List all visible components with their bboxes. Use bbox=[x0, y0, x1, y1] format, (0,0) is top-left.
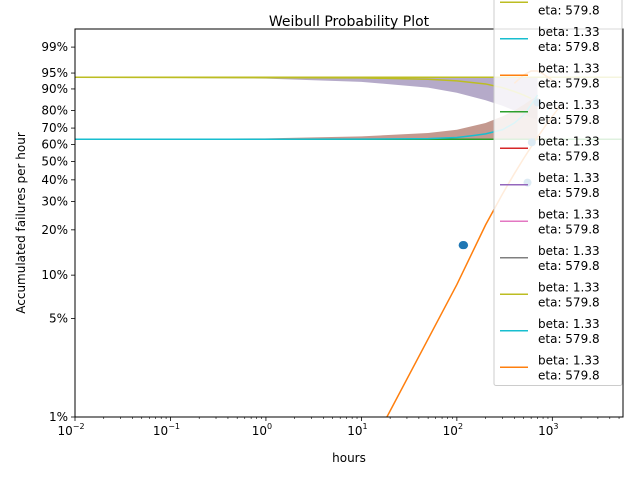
x-axis-label: hours bbox=[332, 451, 366, 465]
y-tick-label: 20% bbox=[41, 223, 68, 237]
y-tick-label: 95% bbox=[41, 66, 68, 80]
y-tick-label: 60% bbox=[41, 138, 68, 152]
y-tick-label: 30% bbox=[41, 195, 68, 209]
y-tick-label: 50% bbox=[41, 154, 68, 168]
legend-label: beta: 1.33 bbox=[538, 244, 600, 258]
axis-ticks: 10−2 10−1 100 101 102 1031%5%10%20%30%40%50%6… bbox=[41, 40, 620, 438]
y-tick-label: 70% bbox=[41, 121, 68, 135]
x-tick-label: 103 bbox=[538, 422, 558, 438]
confidence-band-lower bbox=[75, 96, 538, 140]
y-tick-label: 80% bbox=[41, 104, 68, 118]
legend-label: eta: 579.8 bbox=[538, 368, 600, 382]
x-tick-label: 100 bbox=[252, 422, 272, 438]
legend-label: eta: 579.8 bbox=[538, 332, 600, 346]
legend-label: eta: 579.8 bbox=[538, 295, 600, 309]
legend-label: beta: 1.33 bbox=[538, 0, 600, 2]
data-point bbox=[460, 241, 469, 250]
legend-label: eta: 579.8 bbox=[538, 186, 600, 200]
legend-label: eta: 579.8 bbox=[538, 222, 600, 236]
y-tick-label: 10% bbox=[41, 268, 68, 282]
legend-label: beta: 1.33 bbox=[538, 25, 600, 39]
legend-label: eta: 579.8 bbox=[538, 3, 600, 17]
y-tick-label: 99% bbox=[41, 40, 68, 54]
y-tick-label: 90% bbox=[41, 82, 68, 96]
legend-label: beta: 1.33 bbox=[538, 317, 600, 331]
legend-box bbox=[493, 0, 623, 386]
legend-label: beta: 1.33 bbox=[538, 134, 600, 148]
y-tick-label: 40% bbox=[41, 173, 68, 187]
legend-label: beta: 1.33 bbox=[538, 280, 600, 294]
legend-label: eta: 579.8 bbox=[538, 149, 600, 163]
y-tick-label: 5% bbox=[49, 312, 68, 326]
legend-label: beta: 1.33 bbox=[538, 353, 600, 367]
legend-label: beta: 1.33 bbox=[538, 61, 600, 75]
y-tick-label: 1% bbox=[49, 410, 68, 424]
x-tick-label: 101 bbox=[347, 422, 367, 438]
legend-label: beta: 1.33 bbox=[538, 98, 600, 112]
legend-label: beta: 1.33 bbox=[538, 171, 600, 185]
legend-label: eta: 579.8 bbox=[538, 76, 600, 90]
legend-label: eta: 579.8 bbox=[538, 113, 600, 127]
confidence-band-upper bbox=[75, 77, 538, 120]
legend-label: eta: 579.8 bbox=[538, 40, 600, 54]
legend-label: eta: 579.8 bbox=[538, 259, 600, 273]
axes-frame bbox=[74, 28, 624, 418]
x-tick-label: 102 bbox=[443, 422, 463, 438]
chart-title: Weibull Probability Plot bbox=[269, 14, 430, 30]
legend-label: beta: 1.33 bbox=[538, 207, 600, 221]
y-axis-label: Accumulated failures per hour bbox=[14, 132, 28, 314]
